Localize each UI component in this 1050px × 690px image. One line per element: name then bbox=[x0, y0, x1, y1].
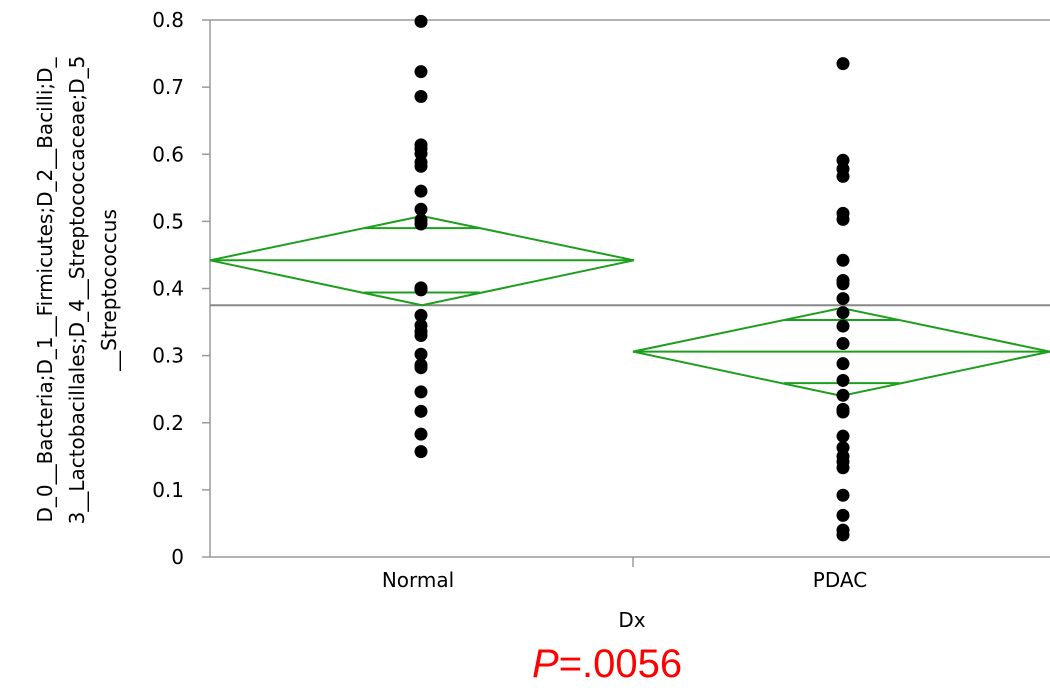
p-value-letter: P bbox=[532, 642, 559, 686]
data-point bbox=[414, 283, 428, 297]
plot-frame bbox=[209, 19, 1050, 558]
data-point bbox=[414, 347, 428, 361]
data-point bbox=[836, 373, 850, 387]
data-point bbox=[836, 292, 850, 306]
y-tick-label: 0.2 bbox=[152, 411, 184, 435]
data-point bbox=[414, 328, 428, 342]
data-point bbox=[414, 445, 428, 459]
y-tick-label: 0.4 bbox=[152, 277, 184, 301]
data-point bbox=[836, 169, 850, 183]
data-point bbox=[836, 388, 850, 402]
y-axis: 0 0.1 0.2 0.3 0.4 0.5 0.6 0.7 0.8 bbox=[152, 8, 210, 569]
mean-diamond bbox=[632, 306, 1050, 397]
data-point bbox=[414, 184, 428, 198]
data-point bbox=[836, 57, 850, 71]
data-point bbox=[836, 337, 850, 351]
data-point bbox=[836, 488, 850, 502]
data-point bbox=[836, 405, 850, 419]
data-point bbox=[836, 306, 850, 320]
p-value-number: =.0056 bbox=[558, 642, 683, 686]
data-point bbox=[836, 357, 850, 371]
data-point bbox=[414, 159, 428, 173]
y-tick-label: 0.1 bbox=[152, 478, 184, 502]
x-axis: Normal PDAC bbox=[382, 557, 867, 592]
data-point bbox=[836, 508, 850, 522]
data-point bbox=[836, 277, 850, 291]
x-tick-label: Normal bbox=[382, 568, 454, 592]
y-axis-title-line: 3__Lactobacillales;D_4__Streptococcaceae… bbox=[65, 56, 89, 525]
y-axis-title-line: D_0__Bacteria;D_1__Firmicutes;D_2__Bacil… bbox=[33, 56, 57, 522]
data-point bbox=[836, 461, 850, 475]
data-point bbox=[414, 65, 428, 79]
data-point bbox=[414, 385, 428, 399]
data-point bbox=[414, 361, 428, 375]
y-tick-label: 0.5 bbox=[152, 209, 184, 233]
y-tick-label: 0.6 bbox=[152, 142, 184, 166]
y-tick-label: 0.3 bbox=[152, 344, 184, 368]
data-point bbox=[414, 404, 428, 418]
data-point bbox=[414, 90, 428, 104]
x-tick-label: PDAC bbox=[813, 568, 867, 592]
data-point bbox=[836, 253, 850, 267]
chart: D_0__Bacteria;D_1__Firmicutes;D_2__Bacil… bbox=[33, 8, 1050, 632]
data-point bbox=[414, 202, 428, 216]
data-point bbox=[414, 427, 428, 441]
y-tick-label: 0 bbox=[171, 545, 184, 569]
data-point bbox=[836, 429, 850, 443]
data-point bbox=[414, 308, 428, 322]
x-axis-title: Dx bbox=[618, 608, 645, 632]
y-axis-title: D_0__Bacteria;D_1__Firmicutes;D_2__Bacil… bbox=[33, 56, 121, 525]
data-point bbox=[414, 14, 428, 28]
y-tick-label: 0.7 bbox=[152, 75, 184, 99]
data-point bbox=[836, 528, 850, 542]
y-tick-label: 0.8 bbox=[152, 8, 184, 32]
data-point bbox=[836, 212, 850, 226]
data-point bbox=[836, 319, 850, 333]
data-point bbox=[414, 217, 428, 231]
y-axis-title-line: __Streptococcus bbox=[97, 209, 121, 372]
data-points bbox=[414, 14, 850, 542]
